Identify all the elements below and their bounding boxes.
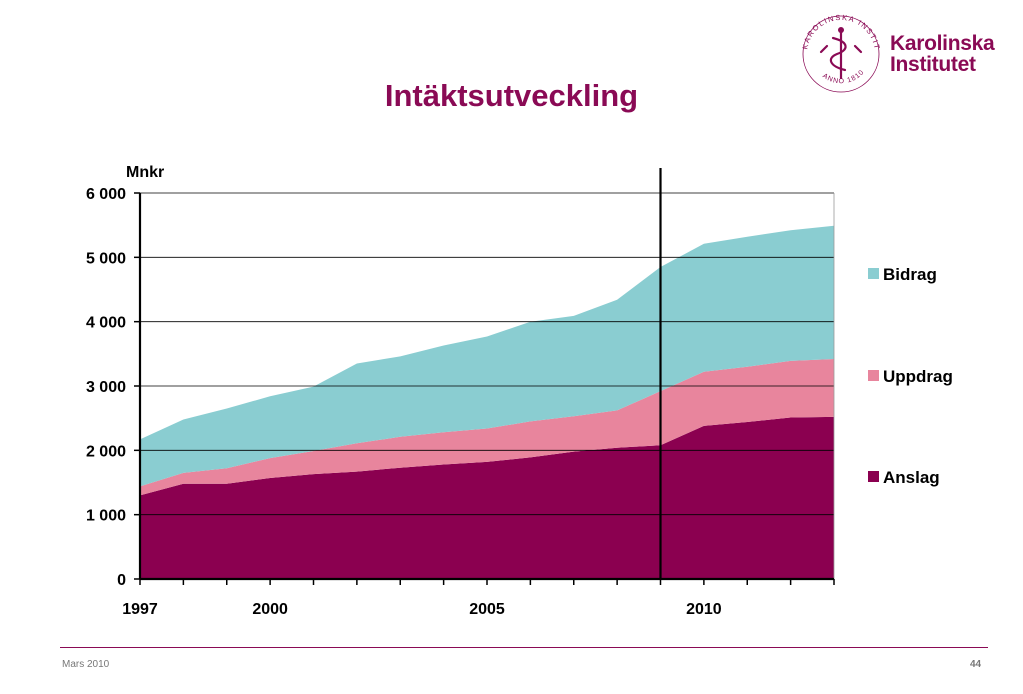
page-number: 44 <box>970 659 982 670</box>
legend-swatch-bidrag <box>868 268 879 279</box>
y-tick-label: 4 000 <box>86 315 126 332</box>
y-tick-label: 1 000 <box>86 508 126 525</box>
y-tick-label: 3 000 <box>86 379 126 396</box>
y-tick-label: 6 000 <box>86 186 126 203</box>
y-axis-label: Mnkr <box>126 164 164 181</box>
karolinska-seal-icon: KAROLINSKA INSTITUTET ANNO 1810 <box>797 12 880 93</box>
y-tick-label: 5 000 <box>86 250 126 267</box>
legend-label-uppdrag: Uppdrag <box>883 367 953 386</box>
x-tick-label: 2005 <box>469 601 505 618</box>
legend-label-anslag: Anslag <box>883 468 940 487</box>
footer-divider <box>60 647 988 648</box>
legend-swatch-uppdrag <box>868 370 879 381</box>
x-tick-label: 2010 <box>686 601 722 618</box>
y-tick-label: 0 <box>117 572 126 589</box>
x-tick-label: 2000 <box>252 601 288 618</box>
slide-title: Intäktsutveckling <box>384 78 639 113</box>
legend-swatch-anslag <box>868 471 879 482</box>
logo-wordmark-line1: Karolinska <box>890 32 995 55</box>
x-tick-label: 1997 <box>122 601 158 618</box>
logo-wordmark-line2: Institutet <box>890 53 976 76</box>
legend-label-bidrag: Bidrag <box>883 265 937 284</box>
footer-date: Mars 2010 <box>62 659 110 670</box>
y-tick-label: 2 000 <box>86 443 126 460</box>
